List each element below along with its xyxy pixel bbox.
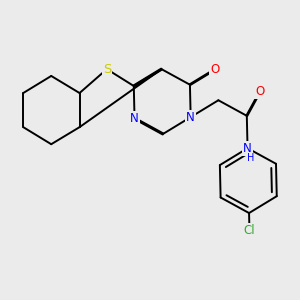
Text: N: N bbox=[186, 111, 195, 124]
Text: S: S bbox=[103, 63, 111, 76]
Text: N: N bbox=[243, 142, 252, 155]
Text: N: N bbox=[130, 112, 139, 125]
Text: O: O bbox=[210, 63, 220, 76]
Text: Cl: Cl bbox=[244, 224, 255, 237]
Text: H: H bbox=[247, 153, 255, 163]
Text: O: O bbox=[255, 85, 265, 98]
